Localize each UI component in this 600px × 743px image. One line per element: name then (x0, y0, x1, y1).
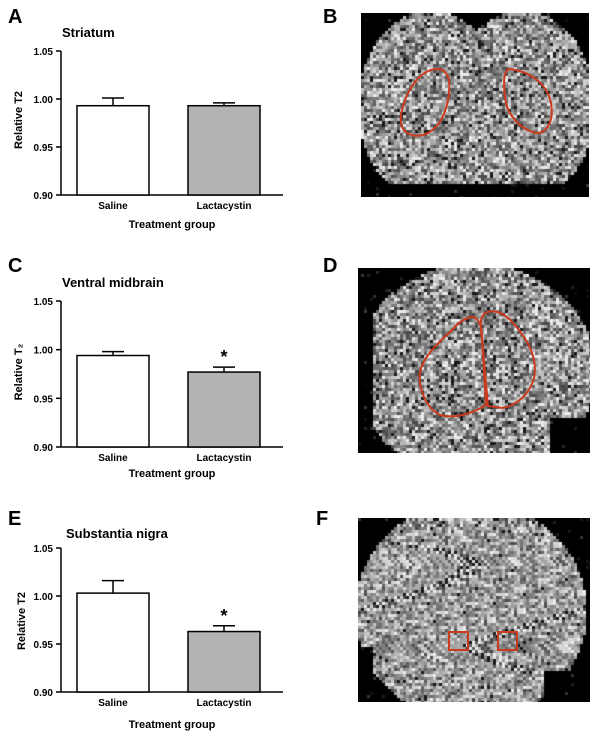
y-axis-label: Relative T₂ (13, 343, 25, 400)
mri-image-substantia-nigra (358, 518, 590, 702)
x-axis-label: Treatment group (129, 719, 216, 731)
mri-texture (358, 268, 590, 453)
bar-lactacystin (187, 371, 261, 448)
roi-right-ventral-midbrain (479, 310, 536, 410)
x-axis-label: Treatment group (129, 219, 216, 231)
panel-letter-f: F (316, 508, 329, 530)
chart-title: Ventral midbrain (62, 275, 164, 290)
y-tick-label: 0.95 (34, 640, 54, 651)
roi-left-ventral-midbrain (418, 316, 488, 418)
y-tick-label: 1.05 (34, 297, 54, 308)
x-tick-label: Saline (98, 698, 128, 709)
panel-letter-d: D (323, 255, 338, 277)
y-tick-label: 0.95 (34, 394, 54, 405)
y-tick-label: 1.05 (34, 544, 54, 555)
y-tick-label: 0.95 (34, 143, 54, 154)
roi-overlay (448, 631, 518, 651)
mri-image-ventral-midbrain (358, 268, 590, 453)
mri-texture (358, 518, 590, 702)
y-tick-label: 1.00 (34, 95, 54, 106)
y-tick-label: 0.90 (34, 443, 54, 454)
significance-marker: * (220, 606, 227, 626)
x-axis-label: Treatment group (129, 468, 216, 480)
x-tick-label: Lactacystin (196, 201, 251, 212)
y-axis-label: Relative T2 (16, 592, 28, 650)
ventral-midbrain-bar-chart: Ventral midbrain 0.90 0.95 1.00 1.05 Saline L… (13, 275, 283, 480)
roi-overlay (399, 67, 553, 137)
panel-letter-e: E (8, 508, 22, 530)
bar-lactacystin (187, 104, 261, 196)
mri-image-striatum (361, 13, 589, 197)
chart-title: Substantia nigra (66, 526, 169, 541)
bar-saline (76, 592, 150, 693)
x-tick-label: Lactacystin (196, 453, 251, 464)
y-axis-label: Relative T2 (13, 91, 25, 149)
x-tick-label: Lactacystin (196, 698, 251, 709)
roi-right-substantia-nigra (497, 631, 518, 651)
panel-letter-c: C (8, 255, 23, 277)
y-tick-label: 1.05 (34, 47, 54, 58)
x-tick-label: Saline (98, 453, 128, 464)
significance-marker: * (220, 347, 227, 367)
y-tick-label: 0.90 (34, 688, 54, 699)
panel-letter-b: B (323, 6, 338, 28)
y-tick-label: 1.00 (34, 592, 54, 603)
bar-saline (76, 354, 150, 448)
y-tick-label: 0.90 (34, 191, 54, 202)
roi-overlay (418, 310, 536, 418)
panel-letter-a: A (8, 6, 23, 28)
bar-saline (76, 104, 150, 196)
y-tick-label: 1.00 (34, 346, 54, 357)
roi-left-substantia-nigra (448, 631, 469, 651)
x-tick-label: Saline (98, 201, 128, 212)
chart-title: Striatum (62, 25, 115, 40)
bar-lactacystin (187, 630, 261, 693)
striatum-bar-chart: Striatum 0.90 0.95 1.00 1.05 Saline Lactacyst… (13, 25, 283, 231)
roi-right-striatum (503, 67, 553, 135)
roi-left-striatum (399, 68, 451, 137)
substantia-nigra-bar-chart: Substantia nigra 0.90 0.95 1.00 1.05 Saline L… (16, 526, 283, 731)
